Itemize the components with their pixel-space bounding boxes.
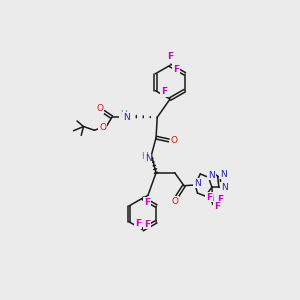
Text: N: N <box>220 169 226 178</box>
Text: F: F <box>144 198 150 207</box>
Text: F: F <box>214 202 220 211</box>
Text: N: N <box>123 113 130 122</box>
Text: F: F <box>135 219 141 228</box>
Text: F: F <box>161 87 167 96</box>
Text: O: O <box>171 197 178 206</box>
Text: F: F <box>167 52 173 61</box>
Text: F: F <box>217 195 223 204</box>
Text: N: N <box>221 183 228 192</box>
Text: O: O <box>170 136 178 145</box>
Text: N: N <box>145 154 152 164</box>
Text: F: F <box>173 65 179 74</box>
Text: N: N <box>194 178 201 188</box>
Text: O: O <box>97 104 104 113</box>
Text: H: H <box>142 152 148 161</box>
Text: N: N <box>208 171 215 180</box>
Text: F: F <box>206 193 212 202</box>
Text: H: H <box>120 110 126 119</box>
Text: F: F <box>144 220 150 229</box>
Text: O: O <box>99 123 106 132</box>
